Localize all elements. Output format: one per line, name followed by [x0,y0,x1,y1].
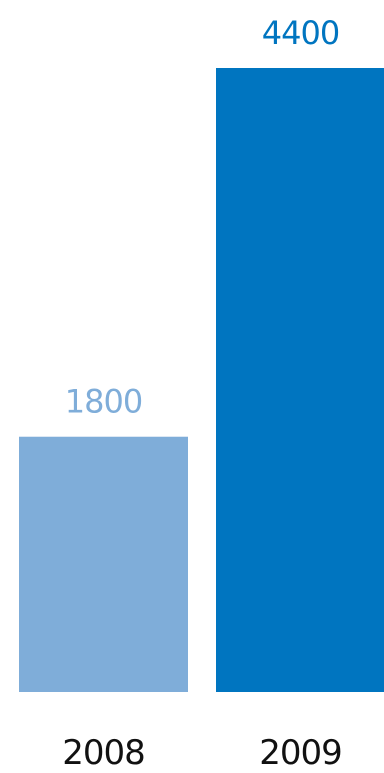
x-tick-label-2008: 2008 [62,733,145,773]
value-labels-group: 1800 4400 [65,14,340,421]
x-tick-label-2009: 2009 [259,733,342,773]
x-axis-tick-labels: 2008 2009 [62,733,343,773]
bar-2008 [19,436,188,692]
bars-group [19,68,384,692]
value-label-2008: 1800 [65,383,142,421]
value-label-2009: 4400 [262,14,339,52]
bar-2009 [216,68,384,692]
